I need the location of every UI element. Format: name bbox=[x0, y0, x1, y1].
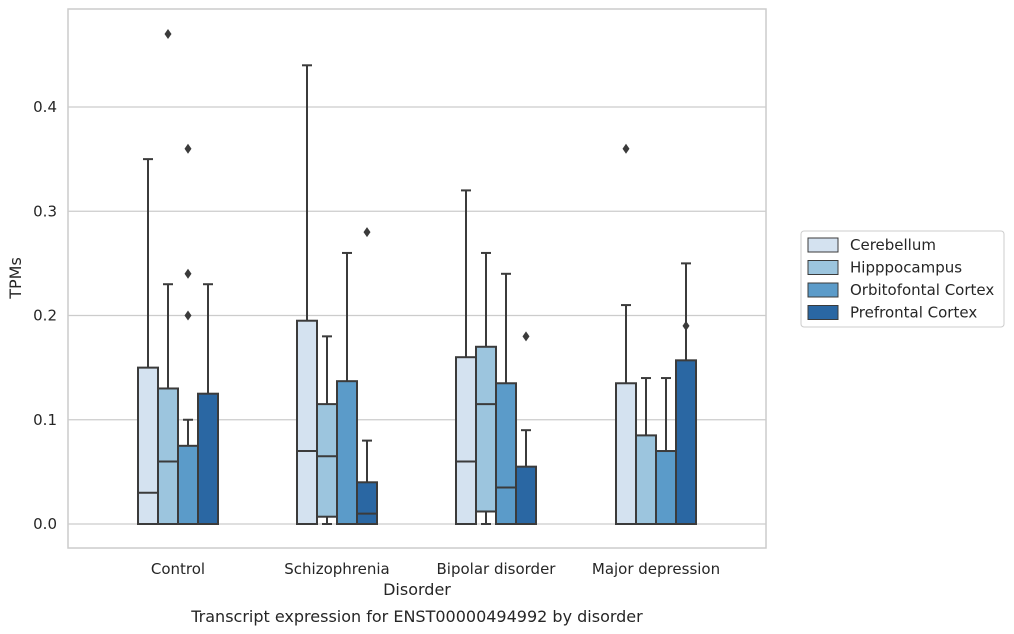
legend-swatch bbox=[807, 260, 839, 275]
box-cerebellum bbox=[455, 189, 477, 526]
box-iqr bbox=[296, 319, 318, 525]
box-prefrontal-cortex bbox=[515, 331, 537, 526]
box-orbitofontal-cortex bbox=[177, 143, 199, 525]
box-iqr bbox=[137, 366, 159, 525]
box-iqr bbox=[455, 356, 477, 526]
y-axis-label: TPMs bbox=[6, 257, 25, 300]
legend-swatch bbox=[807, 305, 839, 320]
outlier-point bbox=[363, 227, 371, 238]
outlier-point bbox=[622, 143, 630, 154]
legend-swatch bbox=[807, 237, 839, 253]
box-hipppocampus bbox=[316, 335, 338, 525]
legend-label: Orbitofontal Cortex bbox=[850, 281, 994, 299]
outlier-point bbox=[522, 331, 530, 342]
box-prefrontal-cortex bbox=[197, 283, 219, 525]
outlier-point bbox=[184, 310, 192, 321]
plot-frame bbox=[67, 8, 767, 549]
box-orbitofontal-cortex bbox=[336, 251, 358, 525]
legend-label: Cerebellum bbox=[850, 236, 936, 254]
y-tick-label: 0.0 bbox=[33, 515, 57, 533]
y-tick-label: 0.1 bbox=[33, 411, 57, 429]
box-iqr bbox=[615, 382, 637, 526]
box-hipppocampus bbox=[635, 377, 657, 526]
box-iqr bbox=[197, 392, 219, 525]
y-tick-label: 0.4 bbox=[33, 98, 57, 116]
box-orbitofontal-cortex bbox=[495, 272, 517, 526]
legend-label: Prefrontal Cortex bbox=[850, 304, 977, 322]
box-cerebellum bbox=[615, 143, 637, 526]
box-iqr bbox=[336, 380, 358, 525]
outlier-point bbox=[682, 320, 690, 331]
y-tick-label: 0.3 bbox=[33, 202, 57, 220]
legend-swatch bbox=[807, 282, 839, 298]
y-tick-label: 0.2 bbox=[33, 307, 57, 325]
legend-frame bbox=[800, 230, 1005, 328]
box-cerebellum bbox=[296, 64, 318, 525]
box-iqr bbox=[635, 434, 657, 526]
outlier-point bbox=[164, 29, 172, 40]
outlier-point bbox=[184, 143, 192, 154]
x-tick-label: Schizophrenia bbox=[284, 560, 389, 578]
outlier-point bbox=[184, 268, 192, 279]
box-prefrontal-cortex bbox=[356, 227, 378, 525]
box-iqr bbox=[675, 359, 697, 526]
x-tick-labels: Control Schizophrenia Bipolar disorder Majo… bbox=[151, 560, 720, 578]
box-iqr bbox=[316, 403, 338, 518]
chart-caption: Transcript expression for ENST0000049499… bbox=[190, 607, 643, 626]
box-cerebellum bbox=[137, 158, 159, 525]
x-tick-label: Major depression bbox=[592, 560, 720, 578]
y-tick-labels: 0.0 0.1 0.2 0.3 0.4 bbox=[33, 98, 57, 533]
x-tick-label: Bipolar disorder bbox=[437, 560, 557, 578]
box-iqr bbox=[655, 450, 677, 525]
legend: Cerebellum Hipppocampus Orbitofontal Corte… bbox=[800, 230, 1005, 328]
box-hipppocampus bbox=[157, 29, 179, 525]
box-iqr bbox=[475, 345, 497, 513]
box-iqr bbox=[495, 382, 517, 526]
box-hipppocampus bbox=[475, 251, 497, 525]
box-orbitofontal-cortex bbox=[655, 377, 677, 525]
box-iqr bbox=[515, 465, 537, 526]
box-iqr bbox=[356, 481, 378, 525]
x-axis-label: Disorder bbox=[383, 580, 451, 599]
box-iqr bbox=[157, 387, 179, 525]
box-plots bbox=[137, 29, 697, 526]
legend-label: Hipppocampus bbox=[850, 259, 962, 277]
box-prefrontal-cortex bbox=[675, 262, 697, 526]
box-iqr bbox=[177, 444, 199, 525]
x-tick-label: Control bbox=[151, 560, 205, 578]
